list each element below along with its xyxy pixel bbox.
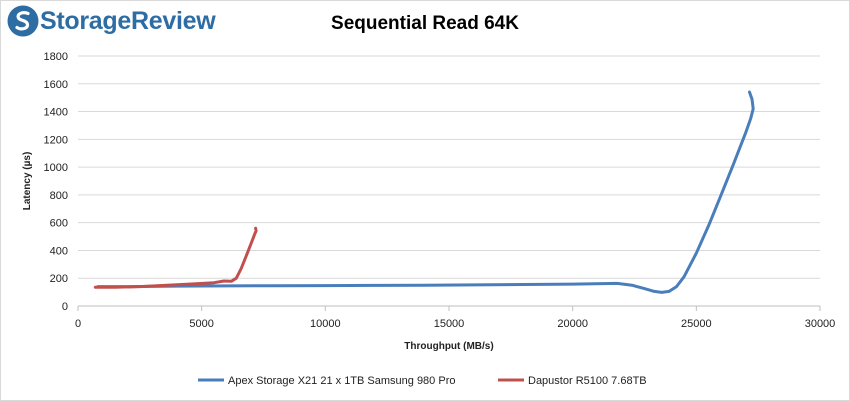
y-tick-label: 800 bbox=[50, 190, 68, 202]
y-axis-ticks: 0 200 400 600 800 1000 1200 1400 1600 1800 bbox=[44, 51, 68, 313]
x-tick-label: 15000 bbox=[434, 318, 465, 330]
y-tick-label: 1600 bbox=[44, 79, 68, 91]
y-tick-label: 0 bbox=[62, 301, 68, 313]
y-axis-label: Latency (µs) bbox=[22, 152, 33, 211]
logo-text: StorageReview bbox=[40, 6, 216, 35]
chart-title: Sequential Read 64K bbox=[331, 13, 519, 34]
y-tick-label: 400 bbox=[50, 245, 68, 257]
x-tick-label: 0 bbox=[75, 318, 81, 330]
x-axis-label: Throughput (MB/s) bbox=[404, 341, 493, 352]
x-tick-label: 10000 bbox=[310, 318, 341, 330]
legend-label-2: Dapustor R5100 7.68TB bbox=[528, 375, 647, 387]
x-tick-label: 30000 bbox=[805, 318, 836, 330]
legend: Apex Storage X21 21 x 1TB Samsung 980 Pr… bbox=[198, 375, 647, 387]
y-tick-label: 1400 bbox=[44, 107, 68, 119]
series-line-2 bbox=[93, 226, 258, 289]
x-tick-label: 25000 bbox=[681, 318, 712, 330]
series-line-1 bbox=[96, 90, 755, 294]
legend-label-1: Apex Storage X21 21 x 1TB Samsung 980 Pr… bbox=[228, 375, 455, 387]
storagereview-logo: StorageReview bbox=[6, 4, 216, 38]
series-lines bbox=[93, 90, 755, 294]
x-tick-label: 20000 bbox=[557, 318, 588, 330]
y-tick-label: 600 bbox=[50, 218, 68, 230]
y-tick-label: 200 bbox=[50, 273, 68, 285]
y-tick-label: 1800 bbox=[44, 51, 68, 63]
x-tick-label: 5000 bbox=[189, 318, 213, 330]
y-tick-label: 1200 bbox=[44, 134, 68, 146]
storagereview-logo-icon bbox=[7, 5, 39, 37]
gridlines bbox=[78, 55, 820, 279]
y-tick-label: 1000 bbox=[44, 162, 68, 174]
x-axis-ticks: 0 5000 10000 15000 20000 25000 30000 bbox=[75, 306, 835, 330]
